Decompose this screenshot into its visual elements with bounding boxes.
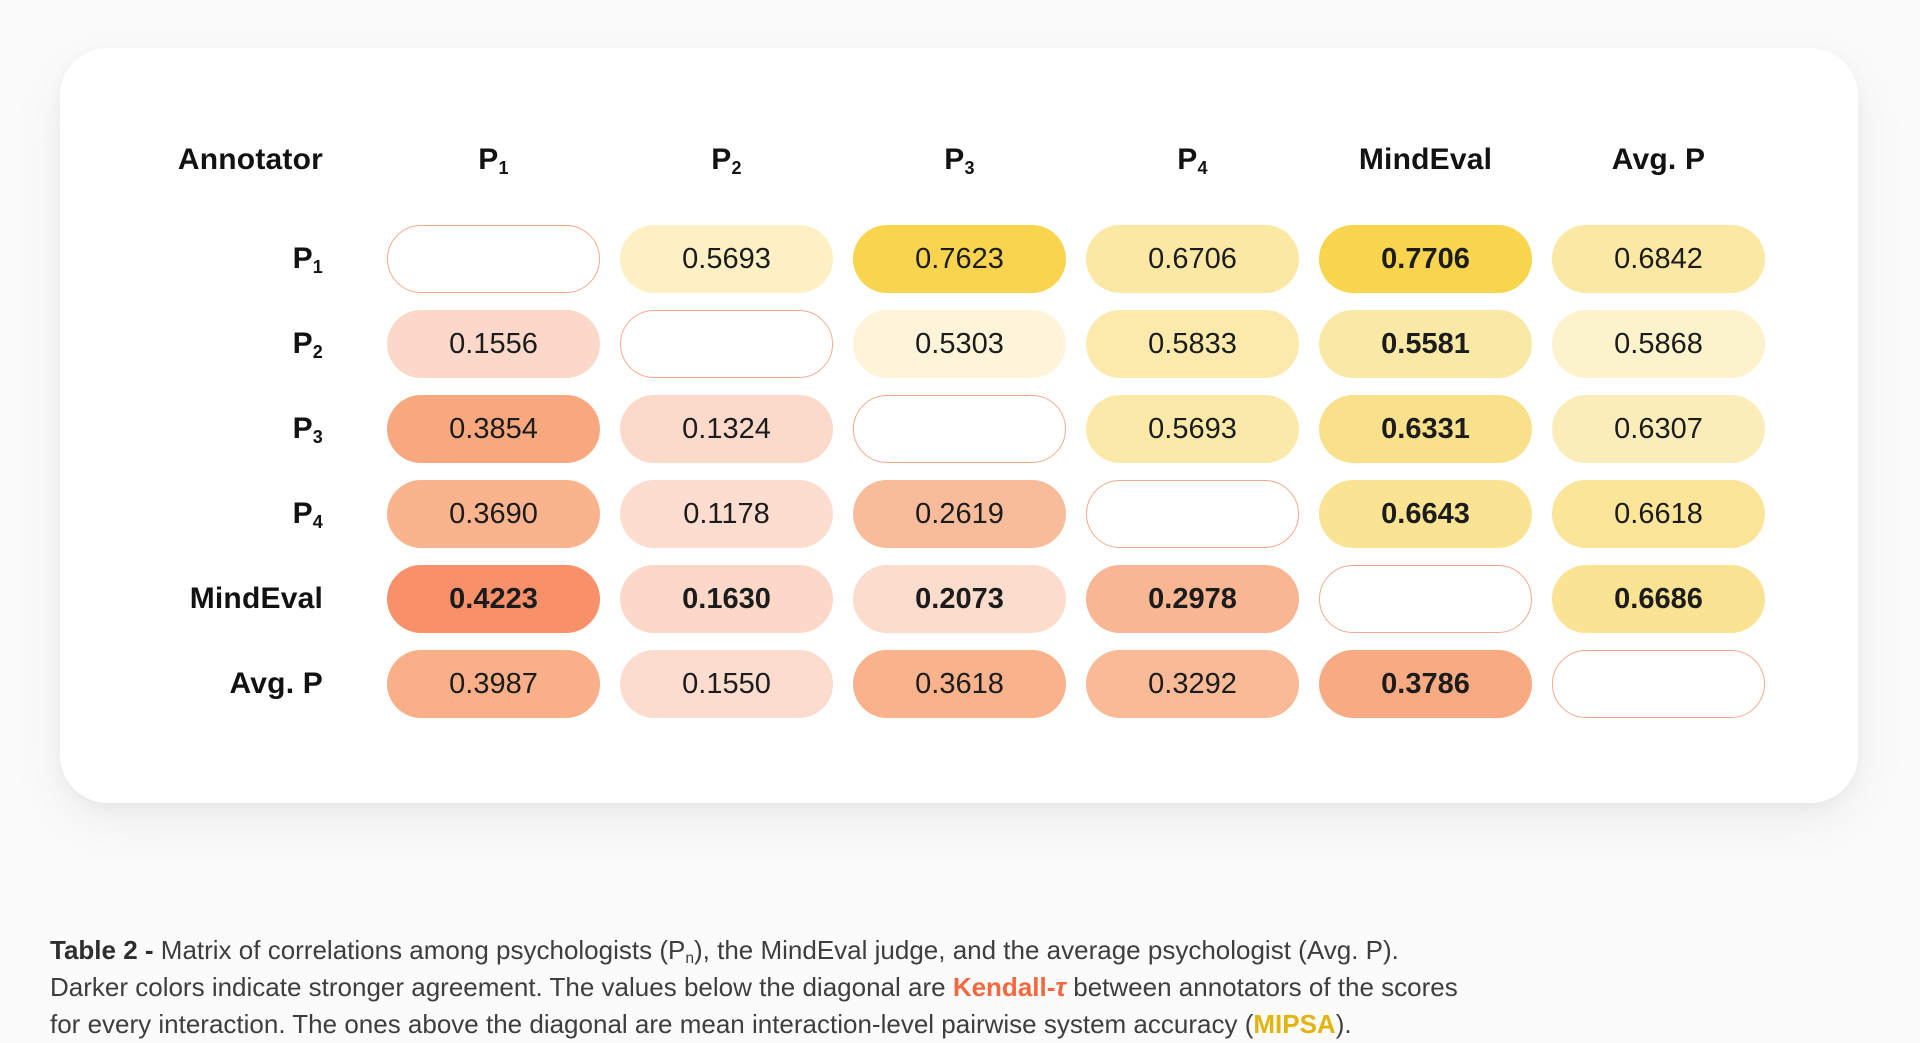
correlation-matrix: Annotator P1 P2 P3 P4 MindEval Avg. P P1 0.5693…: [123, 128, 1765, 735]
matrix-cell: 0.3854: [387, 395, 600, 463]
matrix-cell: 0.1630: [620, 565, 833, 633]
matrix-row: P1 0.5693 0.7623 0.6706 0.7706 0.6842: [123, 225, 1765, 293]
matrix-cell: 0.5833: [1086, 310, 1299, 378]
caption-segment: ).: [1335, 1009, 1352, 1039]
matrix-row: P2 0.1556 0.5303 0.5833 0.5581 0.5868: [123, 310, 1765, 378]
caption-segment: Darker colors indicate stronger agreemen…: [50, 972, 953, 1002]
diagonal-cell: [387, 225, 600, 293]
annotator-header: Annotator: [177, 143, 323, 176]
column-header: P4: [1177, 143, 1208, 179]
caption-segment: ), the MindEval judge, and the average p…: [694, 935, 1399, 965]
diagonal-cell: [1086, 480, 1299, 548]
matrix-cell: 0.5868: [1552, 310, 1765, 378]
column-header: P2: [711, 143, 742, 179]
matrix-cell: 0.6331: [1319, 395, 1532, 463]
row-label: P3: [292, 412, 323, 448]
matrix-cell: 0.3292: [1086, 650, 1299, 718]
matrix-cell: 0.6706: [1086, 225, 1299, 293]
table-caption: Table 2 - Matrix of correlations among p…: [50, 932, 1810, 1043]
matrix-cell: 0.6618: [1552, 480, 1765, 548]
diagonal-cell: [620, 310, 833, 378]
matrix-cell: 0.3786: [1319, 650, 1532, 718]
matrix-cell: 0.5303: [853, 310, 1066, 378]
matrix-cell: 0.5693: [620, 225, 833, 293]
row-label: P1: [292, 242, 323, 278]
matrix-cell: 0.6686: [1552, 565, 1765, 633]
column-header: P1: [478, 143, 509, 179]
diagonal-cell: [1552, 650, 1765, 718]
caption-segment: n: [685, 950, 695, 968]
matrix-cell: 0.4223: [387, 565, 600, 633]
matrix-body: P1 0.5693 0.7623 0.6706 0.7706 0.6842 P2 0.1556…: [123, 225, 1765, 718]
matrix-cell: 0.2619: [853, 480, 1066, 548]
matrix-cell: 0.2978: [1086, 565, 1299, 633]
matrix-cell: 0.6307: [1552, 395, 1765, 463]
row-label: Avg. P: [229, 667, 323, 700]
caption-segment: MIPSA: [1253, 1009, 1336, 1039]
column-header: Avg. P: [1611, 143, 1706, 176]
column-header: P3: [944, 143, 975, 179]
row-label: P4: [292, 497, 323, 533]
column-header: MindEval: [1358, 143, 1493, 176]
caption-segment: Kendall-: [952, 972, 1056, 1002]
matrix-cell: 0.1178: [620, 480, 833, 548]
matrix-header-row: Annotator P1 P2 P3 P4 MindEval Avg. P: [123, 128, 1765, 192]
matrix-row: P4 0.3690 0.1178 0.2619 0.6643 0.6618: [123, 480, 1765, 548]
caption-segment: Matrix of correlations among psychologis…: [160, 935, 686, 965]
row-label: P2: [292, 327, 323, 363]
matrix-cell: 0.1324: [620, 395, 833, 463]
matrix-cell: 0.3987: [387, 650, 600, 718]
caption-segment: between annotators of the scores: [1066, 972, 1458, 1002]
table-card: Annotator P1 P2 P3 P4 MindEval Avg. P P1 0.5693…: [60, 48, 1858, 803]
matrix-cell: 0.6842: [1552, 225, 1765, 293]
matrix-row: P3 0.3854 0.1324 0.5693 0.6331 0.6307: [123, 395, 1765, 463]
matrix-row: Avg. P 0.3987 0.1550 0.3618 0.3292 0.3786: [123, 650, 1765, 718]
matrix-cell: 0.2073: [853, 565, 1066, 633]
matrix-cell: 0.5693: [1086, 395, 1299, 463]
matrix-cell: 0.1556: [387, 310, 600, 378]
caption-segment: τ: [1055, 972, 1067, 1002]
diagonal-cell: [1319, 565, 1532, 633]
diagonal-cell: [853, 395, 1066, 463]
row-label: MindEval: [189, 582, 323, 615]
caption-segment: Table 2 -: [50, 935, 161, 965]
matrix-cell: 0.6643: [1319, 480, 1532, 548]
caption-segment: for every interaction. The ones above th…: [50, 1009, 1254, 1039]
matrix-cell: 0.7623: [853, 225, 1066, 293]
matrix-row: MindEval 0.4223 0.1630 0.2073 0.2978 0.6686: [123, 565, 1765, 633]
matrix-cell: 0.7706: [1319, 225, 1532, 293]
matrix-cell: 0.3618: [853, 650, 1066, 718]
matrix-cell: 0.3690: [387, 480, 600, 548]
matrix-cell: 0.1550: [620, 650, 833, 718]
matrix-cell: 0.5581: [1319, 310, 1532, 378]
